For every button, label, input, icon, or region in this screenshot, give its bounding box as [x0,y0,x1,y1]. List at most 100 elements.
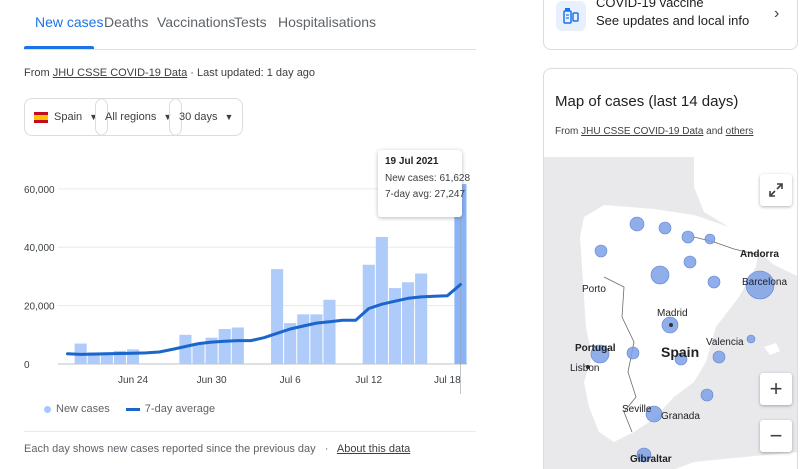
case-bubble [658,221,672,235]
case-bar[interactable] [218,328,231,364]
case-bar[interactable] [100,352,113,364]
tab-deaths[interactable]: Deaths [104,14,149,30]
legend-line-swatch [125,407,140,411]
region-select[interactable]: All regions ▼ [95,98,183,136]
footer-note: Each day shows new cases reported since … [24,443,316,455]
y-tick-label: 40,000 [24,243,55,254]
case-bar[interactable] [297,314,310,364]
case-bubble [590,344,610,364]
vaccine-title: COVID-19 vaccine [596,0,704,10]
period-select-label: 30 days [179,111,218,123]
about-data-link[interactable]: About this data [336,443,411,455]
case-bar[interactable] [284,323,297,364]
city-dot [669,323,673,327]
case-bubble [681,230,695,244]
plus-icon: + [769,376,783,401]
label-seville: Seville [622,404,652,415]
vaccine-card[interactable]: COVID-19 vaccine See updates and local i… [543,0,798,50]
map-title: Map of cases (last 14 days) [555,93,739,110]
case-bubble [645,405,663,423]
label-porto: Porto [582,284,606,295]
label-granada: Granada [661,411,700,422]
case-bubble [674,352,688,366]
case-bar[interactable] [126,349,140,364]
y-tick-label: 20,000 [24,302,55,313]
chart-footer: Each day shows new cases reported since … [24,443,410,455]
period-select[interactable]: 30 days ▼ [169,98,244,136]
case-bar[interactable] [415,273,428,365]
case-bar[interactable] [87,352,100,364]
fullscreen-button[interactable] [760,174,792,206]
tab-tests[interactable]: Tests [234,14,267,30]
metric-tabs: New cases Deaths Vaccinations Tests Hosp… [24,0,476,50]
seven-day-average-line [66,283,462,356]
case-bar[interactable] [402,282,415,364]
x-tick-label: Jun 30 [197,375,227,386]
case-bubble [650,265,670,285]
case-bubble [683,255,697,269]
x-tick-label: Jul 18 [434,375,461,386]
source-link[interactable]: JHU CSSE COVID-19 Data [52,67,188,79]
chart-legend: New cases 7-day average [44,403,215,415]
x-tick-label: Jul 12 [355,375,382,386]
case-bubble [704,233,716,245]
case-bar[interactable] [323,299,336,364]
y-tick-label: 60,000 [24,185,55,196]
case-bar[interactable] [375,237,388,364]
case-bar[interactable] [388,288,402,364]
label-valencia: Valencia [706,337,744,348]
map-others-link[interactable]: others [725,126,754,137]
case-bar[interactable] [179,334,192,364]
last-updated: · Last updated: 1 day ago [190,67,316,79]
tab-vaccinations[interactable]: Vaccinations [157,14,236,30]
tooltip-new-cases: New cases: 61,628 [385,173,471,184]
tab-new-cases[interactable]: New cases [35,14,104,30]
footer-separator: · [324,443,329,455]
tab-hospitalisations[interactable]: Hospitalisations [278,14,377,30]
source-prefix: From [24,67,50,79]
case-bar[interactable] [192,343,205,364]
case-bar[interactable] [205,337,218,364]
dropdown-caret-icon: ▼ [224,112,234,122]
case-bar[interactable] [362,264,375,364]
vaccine-icon [556,1,586,31]
city-dot [586,365,590,369]
zoom-out-button[interactable]: − [760,420,792,452]
country-select[interactable]: Spain ▼ [24,98,109,136]
active-tab-indicator [24,46,94,49]
expand-icon [769,183,783,197]
map-source: From JHU CSSE COVID-19 Data and others [555,126,753,137]
spain-flag-icon [34,111,48,123]
legend-new-cases: New cases [56,403,110,415]
label-spain: Spain [661,344,699,360]
tooltip-avg: 7-day avg: 27,247 [385,189,466,200]
map-source-link[interactable]: JHU CSSE COVID-19 Data [581,126,704,137]
case-bar[interactable] [271,269,284,364]
chevron-right-icon: › [774,5,780,22]
label-andorra: Andorra [740,249,779,260]
map-source-prefix: From [555,126,579,137]
zoom-in-button[interactable]: + [760,373,792,405]
balearic-islands [764,343,780,355]
country-select-label: Spain [54,111,83,123]
label-portugal: Portugal [575,343,616,354]
vaccine-subtitle: See updates and local info [596,13,750,28]
case-bubble [746,334,756,344]
data-source: From JHU CSSE COVID-19 Data · Last updat… [24,67,315,79]
tooltip-date: 19 Jul 2021 [385,156,439,167]
case-bar[interactable] [231,327,244,364]
chart-tooltip: 19 Jul 2021 New cases: 61,628 7-day avg:… [378,150,471,217]
case-bubble [707,275,721,289]
africa-land [675,452,797,469]
map-card: Map of cases (last 14 days) From JHU CSS… [543,68,798,469]
case-bar[interactable] [310,314,323,364]
minus-icon: − [769,423,783,448]
y-tick-label: 0 [24,360,30,371]
case-bubble [712,350,726,364]
case-bubble [636,447,652,463]
cases-map[interactable]: Andorra Barcelona Porto Madrid Portugal … [544,157,797,469]
dropdown-caret-icon: ▼ [163,112,173,122]
legend-bar-swatch [44,405,51,413]
spain-france-border [693,236,760,256]
x-tick-label: Jul 6 [280,375,302,386]
